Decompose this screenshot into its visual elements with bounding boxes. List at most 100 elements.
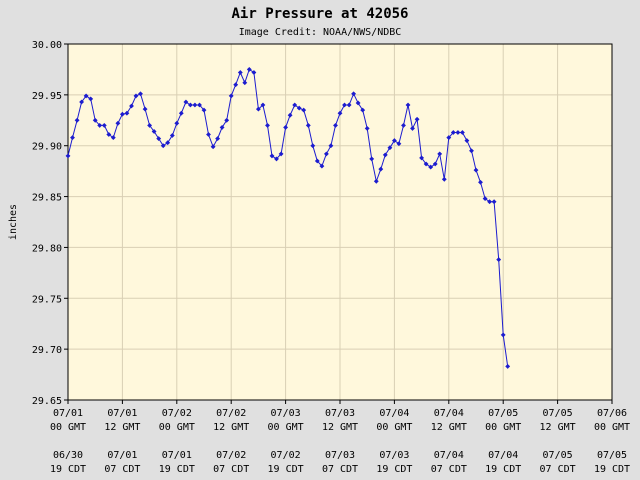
data-point (464, 138, 470, 144)
data-point (373, 178, 379, 184)
data-point (265, 122, 270, 128)
data-point (414, 116, 420, 122)
data-point (201, 107, 207, 113)
data-point (70, 135, 75, 141)
data-point (500, 332, 506, 338)
data-point (446, 135, 452, 141)
data-point (441, 176, 447, 182)
data-point (323, 151, 329, 157)
data-point (278, 151, 284, 157)
y-tick-label: 29.70 (32, 345, 62, 356)
x-tick-label: 07/01 (162, 450, 192, 461)
x-tick-label: 07/02 (162, 408, 192, 419)
data-point (255, 106, 261, 112)
x-tick-label: 19 CDT (268, 464, 304, 475)
data-point (305, 122, 311, 128)
data-point (369, 156, 375, 162)
data-point (124, 110, 130, 116)
data-point (106, 132, 112, 137)
data-point (351, 91, 357, 97)
data-point (65, 153, 71, 159)
data-point (428, 164, 434, 170)
x-tick-label: 19 CDT (50, 464, 86, 475)
x-tick-label: 07/02 (216, 450, 246, 461)
x-axis-ticks: 07/01 00 GMT 06/30 19 CDT 07/01 12 GMT 07/01 07… (50, 400, 630, 475)
data-point (432, 161, 438, 167)
data-point (346, 102, 352, 108)
x-tick-label: 07/03 (379, 450, 409, 461)
data-point (455, 130, 461, 135)
y-tick-label: 30.00 (32, 40, 62, 51)
data-point (496, 257, 502, 263)
data-point (333, 122, 338, 128)
data-point (242, 80, 248, 86)
data-point (482, 196, 488, 202)
x-tick-label: 07/01 (53, 408, 83, 419)
data-point (314, 158, 320, 164)
data-point (423, 161, 429, 167)
x-tick-label: 07/03 (271, 408, 301, 419)
data-point (115, 120, 121, 126)
y-tick-label: 29.75 (32, 294, 62, 305)
data-point (469, 148, 474, 154)
chart-title: Air Pressure at 42056 (231, 6, 408, 22)
data-point (450, 130, 456, 135)
x-tick-label: 07/03 (325, 408, 355, 419)
x-tick-label: 00 GMT (376, 422, 412, 433)
pressure-series-points (65, 66, 511, 369)
data-point (219, 124, 225, 130)
data-point (88, 96, 94, 102)
data-point (151, 129, 157, 134)
data-point (459, 130, 465, 135)
data-point (487, 199, 493, 205)
data-point (360, 107, 366, 113)
x-tick-label: 07/04 (379, 408, 409, 419)
data-point (138, 91, 143, 97)
data-point (296, 105, 302, 111)
x-tick-label: 00 GMT (50, 422, 86, 433)
data-point (92, 117, 98, 123)
data-point (79, 99, 85, 105)
x-tick-label: 00 GMT (159, 422, 195, 433)
data-point (142, 106, 148, 112)
data-point (233, 82, 239, 88)
x-tick-label: 12 GMT (213, 422, 249, 433)
data-point (269, 153, 275, 159)
data-point (419, 155, 425, 161)
data-point (274, 156, 279, 162)
data-point (246, 66, 252, 72)
data-point (228, 93, 234, 99)
x-tick-label: 07/05 (488, 408, 518, 419)
data-point (237, 70, 243, 75)
data-point (505, 363, 511, 369)
x-tick-label: 00 GMT (268, 422, 304, 433)
chart-subtitle: Image Credit: NOAA/NWS/NDBC (239, 27, 402, 38)
data-point (478, 179, 483, 185)
x-tick-label: 07/04 (434, 450, 464, 461)
x-tick-label: 07/05 (543, 450, 573, 461)
data-point (292, 102, 298, 108)
x-tick-label: 07/05 (543, 408, 573, 419)
data-point (133, 93, 139, 99)
data-point (174, 120, 180, 126)
data-point (97, 122, 103, 128)
data-point (210, 144, 216, 150)
data-point (405, 102, 411, 108)
x-tick-label: 07/01 (107, 408, 137, 419)
y-tick-label: 29.65 (32, 396, 62, 407)
x-tick-label: 07/06 (597, 408, 627, 419)
data-point (378, 166, 384, 172)
data-point (491, 199, 497, 205)
data-point (301, 107, 307, 113)
data-point (160, 143, 166, 149)
data-point (147, 122, 153, 128)
x-tick-label: 07/03 (325, 450, 355, 461)
x-tick-label: 07/04 (488, 450, 518, 461)
data-point (260, 102, 266, 108)
data-point (165, 140, 171, 146)
data-point (328, 143, 334, 149)
data-point (83, 93, 89, 99)
data-point (192, 102, 198, 108)
x-tick-label: 12 GMT (322, 422, 358, 433)
data-point (251, 70, 257, 75)
